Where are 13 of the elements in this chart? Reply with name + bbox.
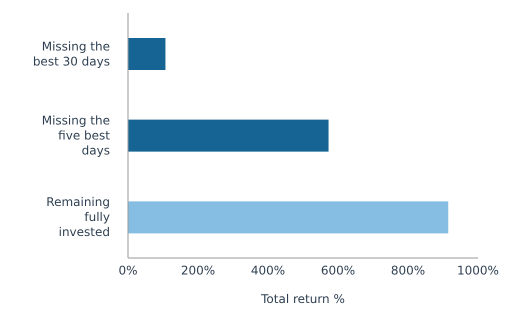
x-tick-label: 800% [390,264,426,278]
y-tick-label: Remaining fully invested [46,195,110,240]
x-tick-label: 400% [250,264,286,278]
x-tick-label: 1000% [457,264,499,278]
y-tick-label: Missing the best 30 days [32,39,110,68]
y-tick-label: Missing the five best days [42,114,110,158]
bar [128,38,166,70]
x-tick-label: 600% [320,264,356,278]
x-tick-label: 200% [180,264,216,278]
bar [128,120,329,152]
bar [128,201,448,234]
x-axis-title: Total return % [260,292,345,306]
x-tick-label: 0% [118,264,138,278]
